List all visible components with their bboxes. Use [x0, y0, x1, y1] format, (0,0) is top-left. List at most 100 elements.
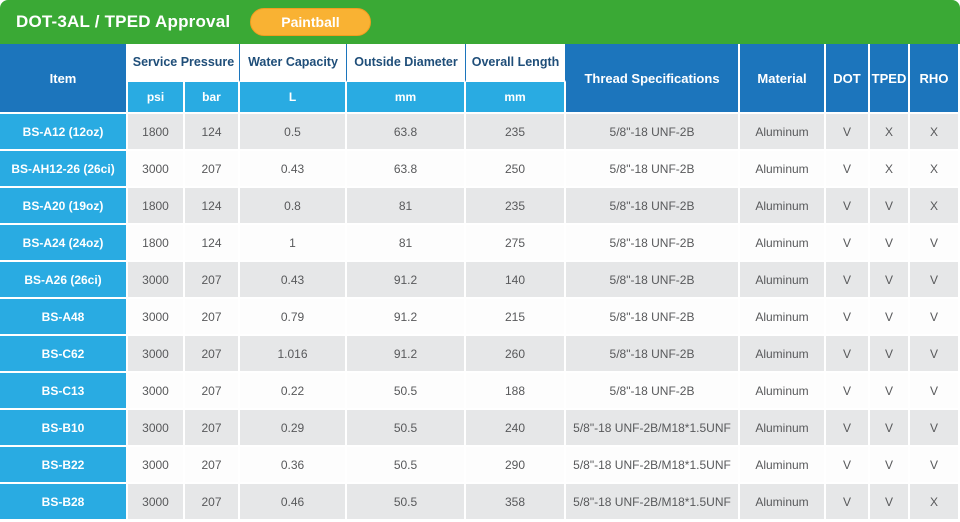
item-cell: BS-A26 (26ci) [0, 262, 128, 299]
bar-cell: 207 [185, 336, 240, 373]
psi-cell: 3000 [128, 447, 185, 484]
psi-cell: 1800 [128, 188, 185, 225]
material-cell: Aluminum [740, 410, 826, 447]
od-cell: 50.5 [347, 373, 466, 410]
od-cell: 91.2 [347, 336, 466, 373]
material-cell: Aluminum [740, 447, 826, 484]
rho-cell: V [910, 410, 960, 447]
bar-cell: 124 [185, 225, 240, 262]
table-row: BS-B22 3000 207 0.36 50.5 290 5/8"-18 UNF-2B/M… [0, 447, 960, 484]
rho-cell: V [910, 299, 960, 336]
rho-cell: X [910, 151, 960, 188]
dot-cell: V [826, 484, 870, 521]
psi-cell: 3000 [128, 484, 185, 521]
l-cell: 0.43 [240, 151, 347, 188]
col-header-dot: DOT [826, 44, 870, 114]
dot-cell: V [826, 225, 870, 262]
dot-cell: V [826, 262, 870, 299]
od-cell: 50.5 [347, 447, 466, 484]
psi-cell: 1800 [128, 225, 185, 262]
material-cell: Aluminum [740, 262, 826, 299]
item-cell: BS-C13 [0, 373, 128, 410]
table-row: BS-A24 (24oz) 1800 124 1 81 275 5/8"-18 UNF-2B… [0, 225, 960, 262]
table-row: BS-B28 3000 207 0.46 50.5 358 5/8"-18 UNF-2B/M… [0, 484, 960, 521]
psi-cell: 3000 [128, 410, 185, 447]
rho-cell: V [910, 225, 960, 262]
tped-cell: V [870, 262, 910, 299]
ol-cell: 250 [466, 151, 566, 188]
item-cell: BS-B22 [0, 447, 128, 484]
material-cell: Aluminum [740, 484, 826, 521]
l-cell: 0.5 [240, 114, 347, 151]
tped-cell: X [870, 114, 910, 151]
spec-table-body: BS-A12 (12oz) 1800 124 0.5 63.8 235 5/8"-18 UN… [0, 114, 960, 521]
l-cell: 1.016 [240, 336, 347, 373]
psi-cell: 3000 [128, 299, 185, 336]
col-header-rho: RHO [910, 44, 960, 114]
tped-cell: V [870, 410, 910, 447]
tped-cell: V [870, 225, 910, 262]
col-header-outside-diameter: Outside Diameter [347, 44, 466, 82]
l-cell: 0.36 [240, 447, 347, 484]
l-cell: 1 [240, 225, 347, 262]
psi-cell: 3000 [128, 336, 185, 373]
bar-cell: 207 [185, 262, 240, 299]
material-cell: Aluminum [740, 373, 826, 410]
item-cell: BS-AH12-26 (26ci) [0, 151, 128, 188]
ol-cell: 215 [466, 299, 566, 336]
rho-cell: V [910, 447, 960, 484]
od-cell: 81 [347, 225, 466, 262]
rho-cell: V [910, 373, 960, 410]
bar-cell: 207 [185, 299, 240, 336]
item-cell: BS-B10 [0, 410, 128, 447]
od-cell: 81 [347, 188, 466, 225]
l-cell: 0.46 [240, 484, 347, 521]
tped-cell: V [870, 373, 910, 410]
dot-cell: V [826, 299, 870, 336]
l-cell: 0.29 [240, 410, 347, 447]
table-row: BS-A12 (12oz) 1800 124 0.5 63.8 235 5/8"-18 UN… [0, 114, 960, 151]
subcol-header-ol-mm: mm [466, 82, 566, 114]
l-cell: 0.79 [240, 299, 347, 336]
col-header-tped: TPED [870, 44, 910, 114]
table-row: BS-A48 3000 207 0.79 91.2 215 5/8"-18 UNF-2B Al… [0, 299, 960, 336]
table-row: BS-A26 (26ci) 3000 207 0.43 91.2 140 5/8"-18 U… [0, 262, 960, 299]
tped-cell: V [870, 447, 910, 484]
spec-table: Item Service Pressure Water Capacity Out… [0, 44, 960, 521]
table-row: BS-C13 3000 207 0.22 50.5 188 5/8"-18 UNF-2B Al… [0, 373, 960, 410]
thread-cell: 5/8"-18 UNF-2B [566, 114, 740, 151]
subcol-header-od-mm: mm [347, 82, 466, 114]
thread-cell: 5/8"-18 UNF-2B [566, 262, 740, 299]
ol-cell: 140 [466, 262, 566, 299]
category-badge: Paintball [250, 7, 371, 37]
od-cell: 63.8 [347, 151, 466, 188]
item-cell: BS-A48 [0, 299, 128, 336]
psi-cell: 3000 [128, 262, 185, 299]
thread-cell: 5/8"-18 UNF-2B [566, 299, 740, 336]
rho-cell: X [910, 484, 960, 521]
thread-cell: 5/8"-18 UNF-2B [566, 225, 740, 262]
header-group-row: Item Service Pressure Water Capacity Out… [0, 44, 960, 114]
tped-cell: V [870, 299, 910, 336]
od-cell: 91.2 [347, 262, 466, 299]
ol-cell: 188 [466, 373, 566, 410]
item-cell: BS-A24 (24oz) [0, 225, 128, 262]
psi-cell: 1800 [128, 114, 185, 151]
tped-cell: V [870, 188, 910, 225]
thread-cell: 5/8"-18 UNF-2B [566, 151, 740, 188]
ol-cell: 235 [466, 188, 566, 225]
thread-cell: 5/8"-18 UNF-2B/M18*1.5UNF [566, 484, 740, 521]
col-header-material: Material [740, 44, 826, 114]
subcol-header-psi: psi [128, 82, 185, 114]
item-cell: BS-C62 [0, 336, 128, 373]
dot-cell: V [826, 114, 870, 151]
tped-cell: X [870, 151, 910, 188]
item-cell: BS-B28 [0, 484, 128, 521]
subcol-header-bar: bar [185, 82, 240, 114]
l-cell: 0.8 [240, 188, 347, 225]
ol-cell: 358 [466, 484, 566, 521]
material-cell: Aluminum [740, 188, 826, 225]
bar-cell: 207 [185, 151, 240, 188]
bar-cell: 207 [185, 447, 240, 484]
